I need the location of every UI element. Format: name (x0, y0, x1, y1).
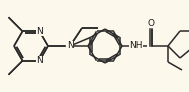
Text: NH: NH (129, 41, 143, 51)
Polygon shape (88, 31, 122, 61)
Polygon shape (14, 31, 48, 61)
Text: O: O (147, 18, 154, 28)
Text: N: N (36, 27, 43, 36)
Text: N: N (36, 27, 43, 36)
Text: N: N (36, 56, 43, 65)
Text: N: N (67, 41, 73, 51)
Text: N: N (36, 56, 43, 65)
Text: N: N (67, 41, 73, 51)
